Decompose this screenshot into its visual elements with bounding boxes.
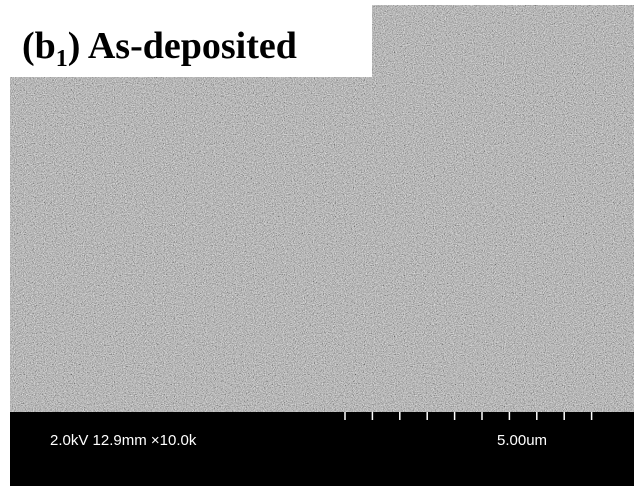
- label-subscript: 1: [56, 46, 68, 72]
- sem-figure: (b1) As-deposited 2.0kV 12.9mm ×10.0k 5.…: [0, 0, 644, 486]
- scale-bar-label: 5.00um: [497, 432, 547, 449]
- label-suffix: ) As-deposited: [68, 25, 297, 67]
- page: (b1) As-deposited 2.0kV 12.9mm ×10.0k 5.…: [0, 0, 644, 486]
- conditions: 2.0kV 12.9mm ×10.0k: [50, 432, 197, 449]
- label-prefix: (b: [22, 25, 56, 67]
- info-bar: [10, 412, 634, 486]
